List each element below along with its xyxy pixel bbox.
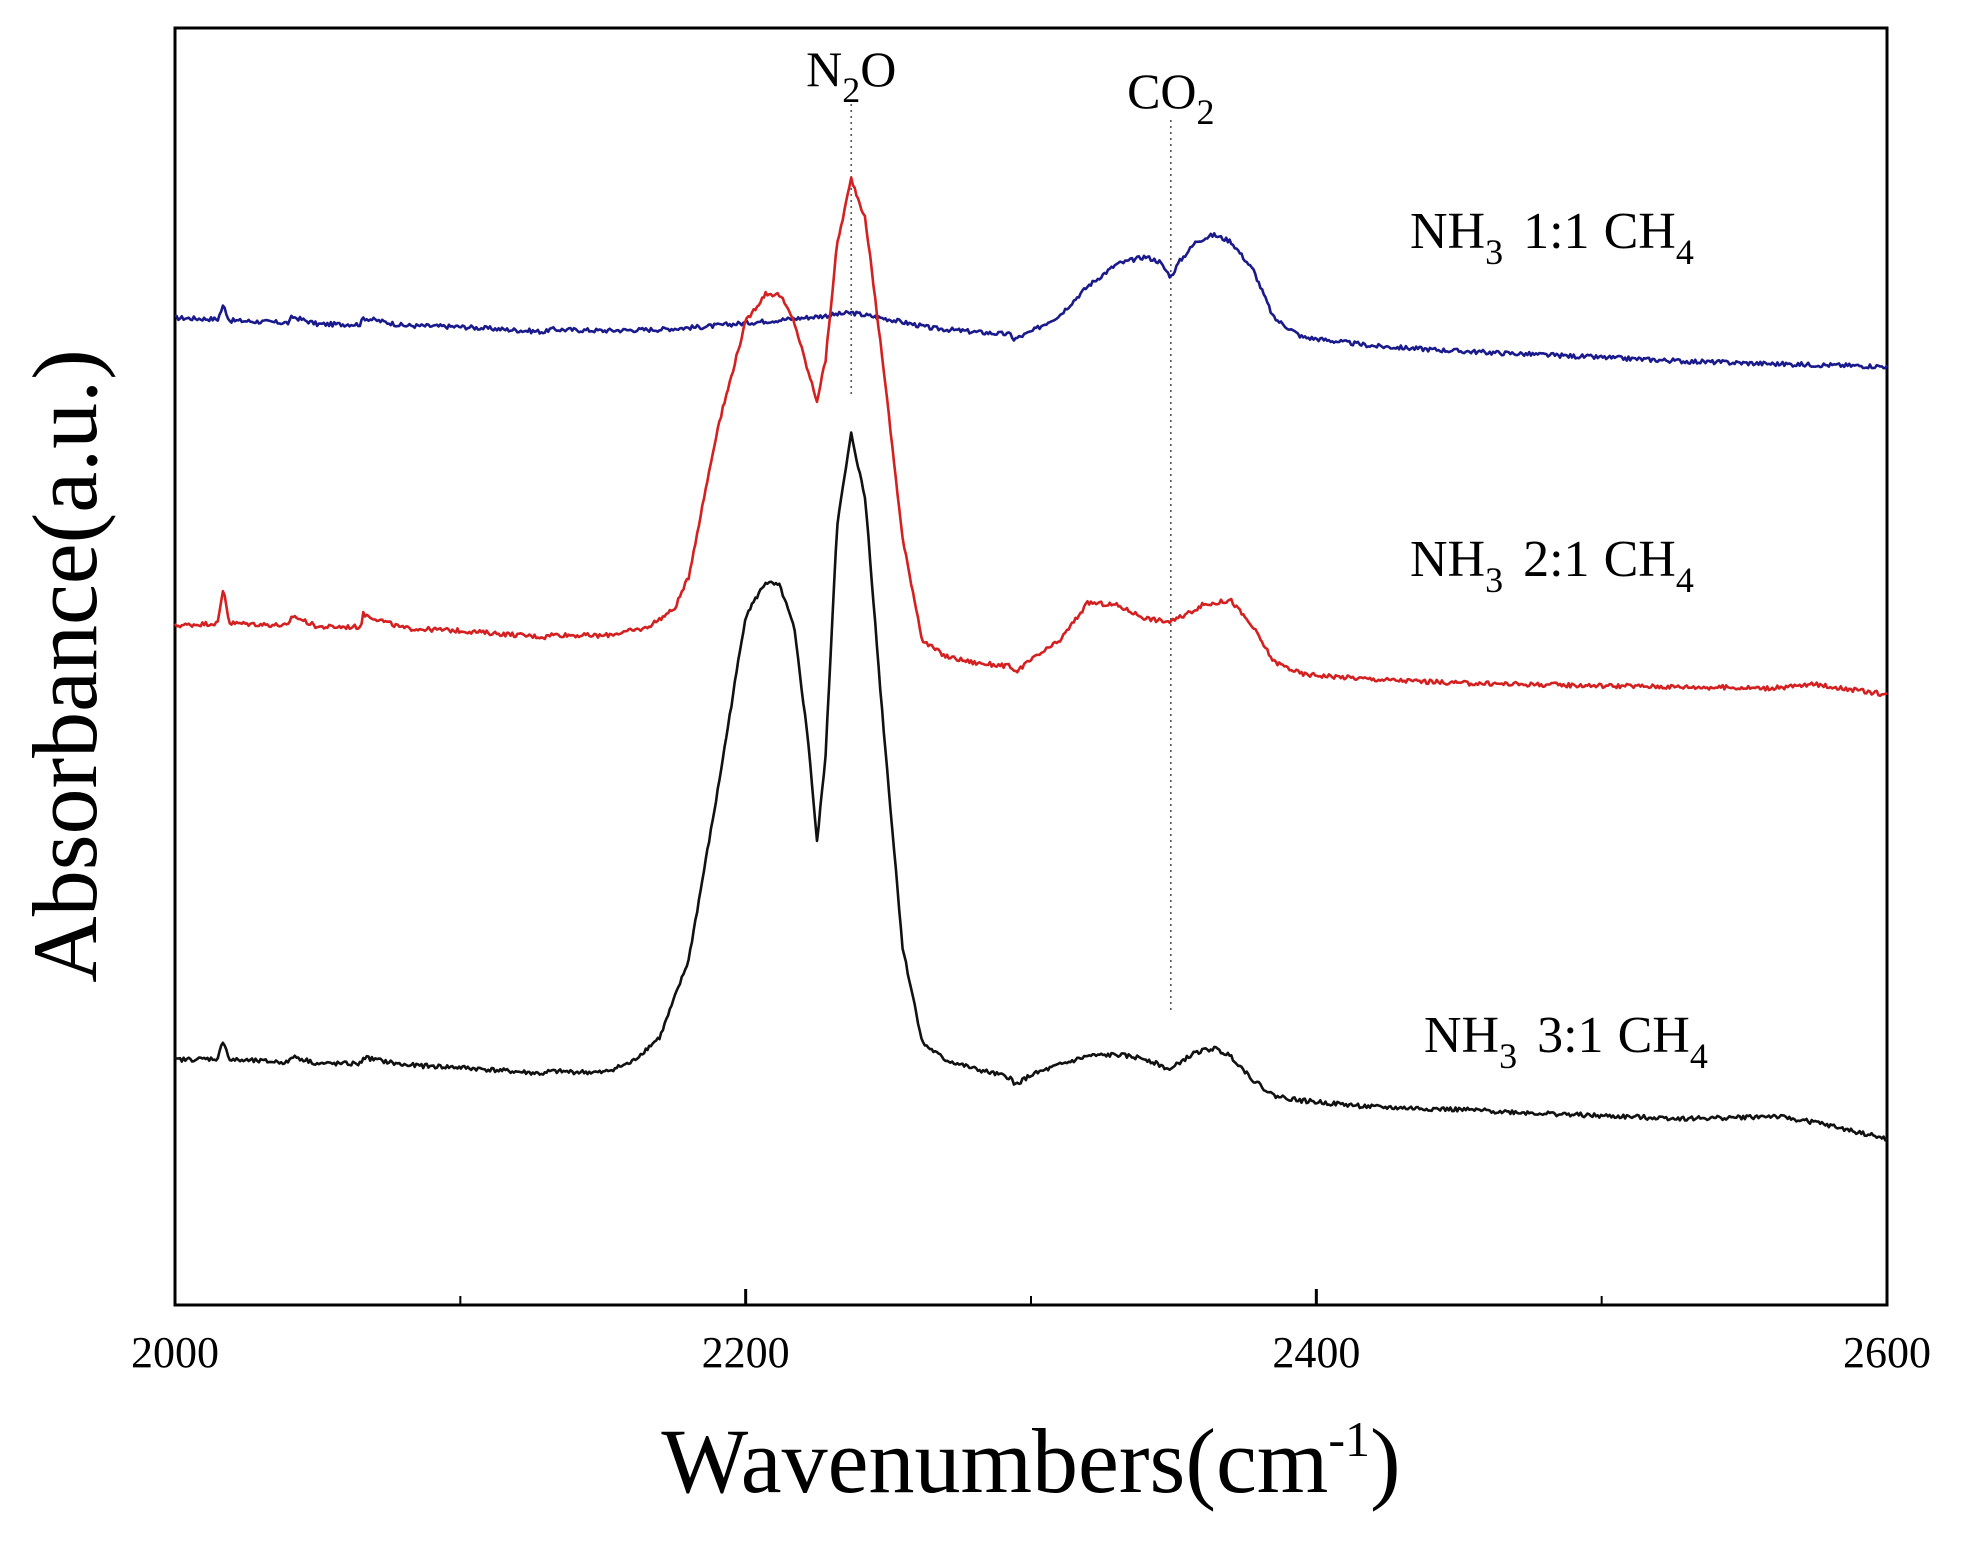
peak-label-co2-subscript: 2 <box>1197 92 1215 132</box>
peak-marker-lines <box>850 104 1172 1010</box>
legend-1-ratio: 1:1 <box>1523 203 1589 260</box>
legend-1-a: NH <box>1410 203 1485 260</box>
y-axis-label: Absorbance(a.u.) <box>14 349 116 983</box>
series-group <box>173 176 1889 1142</box>
x-axis-label-close: ) <box>1370 1410 1401 1512</box>
peak-label-co2-base: CO <box>1127 63 1196 119</box>
legend-1-b-sub: 4 <box>1676 232 1694 272</box>
legend-label-series-2: NH3 2:1 CH4 <box>1410 531 1694 600</box>
peak-label-n2o-suffix: O <box>860 41 896 97</box>
x-tick-label-2200: 2200 <box>702 1328 790 1377</box>
legend-1-b: CH <box>1604 203 1676 260</box>
legend-2-a: NH <box>1410 531 1485 588</box>
x-axis-tick-labels: 2000 2200 2400 2600 <box>131 1328 1931 1377</box>
legend-2-a-sub: 3 <box>1485 560 1503 600</box>
x-tick-label-2000: 2000 <box>131 1328 219 1377</box>
x-tick-label-2600: 2600 <box>1843 1328 1931 1377</box>
x-tick-label-2400: 2400 <box>1272 1328 1360 1377</box>
legend-3-b-sub: 4 <box>1690 1036 1708 1076</box>
x-axis-ticks <box>173 1289 1889 1305</box>
series-line-2 <box>173 176 1888 698</box>
peak-label-n2o-base: N <box>806 41 842 97</box>
peak-label-co2: CO2 <box>1127 63 1214 132</box>
x-axis-label-text: Wavenumbers(cm <box>661 1410 1328 1512</box>
legend-2-b-sub: 4 <box>1676 560 1694 600</box>
legend-2-ratio: 2:1 <box>1523 531 1589 588</box>
x-axis-label: Wavenumbers(cm-1) <box>661 1410 1400 1512</box>
legend-3-a-sub: 3 <box>1499 1036 1517 1076</box>
legend-3-ratio: 3:1 <box>1537 1007 1603 1064</box>
series-line-3 <box>174 431 1889 1142</box>
legend-2-b: CH <box>1604 531 1676 588</box>
legend-3-b: CH <box>1618 1007 1690 1064</box>
x-axis-label-superscript: -1 <box>1328 1411 1370 1467</box>
legend-1-a-sub: 3 <box>1485 232 1503 272</box>
peak-label-n2o: N2O <box>806 41 896 110</box>
legend-3-a: NH <box>1424 1007 1499 1064</box>
peak-label-n2o-subscript: 2 <box>842 70 860 110</box>
series-line-1 <box>175 232 1889 370</box>
legend-label-series-3: NH3 3:1 CH4 <box>1424 1007 1708 1076</box>
legend-label-series-1: NH3 1:1 CH4 <box>1410 203 1694 272</box>
